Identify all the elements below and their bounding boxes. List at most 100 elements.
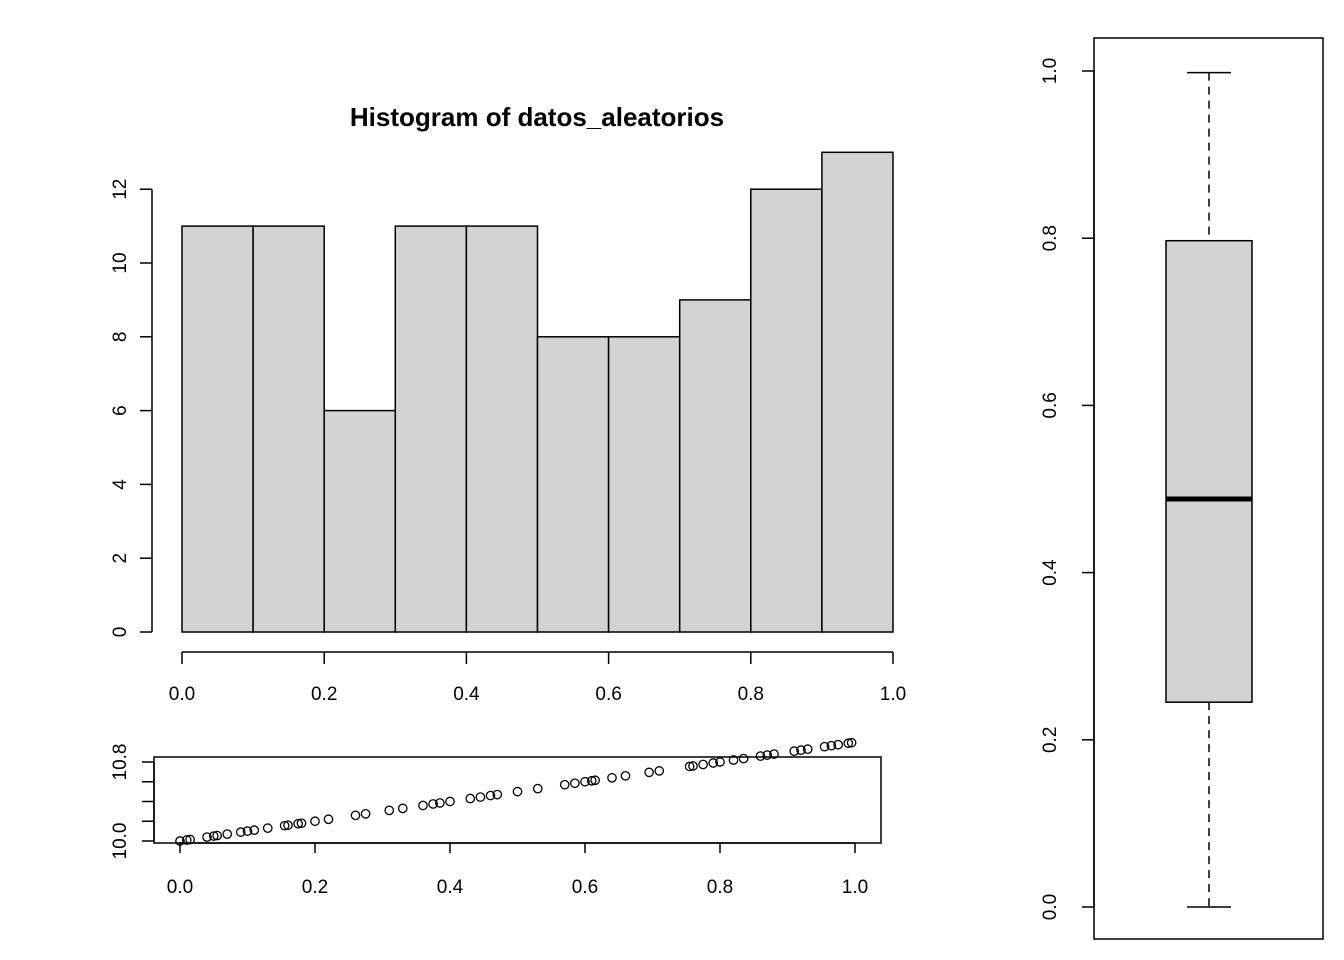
scatter-x-tick-label-2: 0.4 bbox=[437, 877, 464, 898]
scatter-point-57 bbox=[846, 737, 857, 748]
histogram-bars bbox=[181, 151, 894, 633]
scatter-point-5 bbox=[212, 830, 222, 841]
scatter-x-axis: 0.0 0.2 0.4 0.6 0.8 1.0 bbox=[167, 842, 868, 898]
scatter-point-24 bbox=[445, 796, 455, 807]
scatter-point-8 bbox=[242, 826, 253, 836]
histogram-y-tick-label-6: 12 bbox=[110, 179, 131, 200]
histogram-x-tick-label-2: 0.4 bbox=[453, 684, 480, 705]
histogram-bar-2 bbox=[323, 409, 397, 633]
boxplot-y-tick-label-3: 0.6 bbox=[1040, 392, 1061, 418]
scatter-point-20 bbox=[397, 803, 408, 814]
scatter-point-15 bbox=[310, 816, 320, 827]
boxplot-panel: 0.0 0.2 0.4 0.6 0.8 1.0 bbox=[1040, 37, 1324, 940]
scatter-point-34 bbox=[586, 775, 597, 786]
scatter-point-10 bbox=[262, 823, 273, 834]
histogram-bar-9 bbox=[821, 151, 894, 633]
histogram-x-tick-label-0: 0.0 bbox=[169, 684, 195, 705]
scatter-point-9 bbox=[249, 825, 260, 835]
histogram-x-axis: 0.0 0.2 0.4 0.6 0.8 1.0 bbox=[169, 651, 906, 705]
scatter-point-51 bbox=[796, 745, 806, 756]
histogram-x-tick-label-4: 0.8 bbox=[738, 684, 764, 705]
histogram-y-tick-label-5: 10 bbox=[110, 252, 131, 273]
scatter-point-16 bbox=[323, 814, 334, 825]
boxplot-y-tick-label-0: 0.0 bbox=[1040, 894, 1061, 920]
scatter-point-43 bbox=[708, 758, 719, 768]
scatter-x-tick-label-4: 0.8 bbox=[707, 877, 733, 898]
scatter-point-30 bbox=[532, 783, 543, 794]
scatter-point-40 bbox=[684, 761, 695, 772]
scatter-point-11 bbox=[279, 820, 290, 831]
scatter-point-25 bbox=[465, 793, 476, 804]
boxplot-y-tick-label-1: 0.2 bbox=[1040, 727, 1061, 753]
scatter-point-26 bbox=[475, 792, 486, 802]
histogram-y-tick-label-1: 2 bbox=[110, 553, 131, 564]
histogram-x-tick-label-1: 0.2 bbox=[311, 684, 337, 705]
scatter-point-39 bbox=[654, 766, 665, 776]
boxplot-y-tick-label-4: 0.8 bbox=[1040, 225, 1061, 251]
histogram-bar-8 bbox=[750, 188, 823, 633]
histogram-y-tick-label-0: 0 bbox=[110, 627, 131, 638]
scatter-point-23 bbox=[435, 798, 445, 808]
histogram-bar-4 bbox=[465, 225, 539, 633]
scatter-point-1 bbox=[181, 835, 192, 845]
boxplot-y-tick-label-5: 1.0 bbox=[1040, 58, 1061, 84]
scatter-point-44 bbox=[715, 757, 725, 767]
boxplot-y-tick-label-2: 0.4 bbox=[1040, 559, 1061, 586]
histogram-y-tick-label-3: 6 bbox=[110, 405, 131, 416]
scatter-point-27 bbox=[485, 790, 496, 801]
histogram-bar-1 bbox=[252, 225, 325, 633]
scatter-point-54 bbox=[826, 740, 837, 751]
scatter-point-41 bbox=[688, 761, 698, 771]
scatter-point-31 bbox=[559, 779, 570, 790]
scatter-plot-frame bbox=[153, 756, 882, 844]
histogram-bar-0 bbox=[181, 225, 254, 633]
scatter-point-28 bbox=[492, 789, 503, 800]
scatter-point-56 bbox=[843, 738, 854, 749]
scatter-point-50 bbox=[789, 746, 800, 756]
scatter-point-55 bbox=[833, 739, 843, 750]
histogram-title: Histogram of datos_aleatorios bbox=[350, 102, 724, 132]
scatter-point-35 bbox=[590, 775, 600, 786]
scatter-point-37 bbox=[620, 770, 631, 781]
scatter-y-axis: 10.0 10.8 bbox=[110, 744, 155, 860]
scatter-point-32 bbox=[570, 778, 580, 789]
scatter-point-29 bbox=[512, 786, 523, 797]
scatter-x-tick-label-5: 1.0 bbox=[842, 877, 868, 898]
histogram-y-tick-label-4: 8 bbox=[110, 332, 131, 343]
scatter-point-33 bbox=[580, 776, 590, 787]
scatter-point-48 bbox=[762, 750, 773, 760]
scatter-point-47 bbox=[755, 751, 766, 761]
scatter-points bbox=[175, 737, 857, 846]
scatter-panel: 0.0 0.2 0.4 0.6 0.8 1.0 10.0 10.8 bbox=[110, 737, 882, 898]
scatter-point-3 bbox=[202, 832, 212, 842]
scatter-point-14 bbox=[296, 818, 307, 829]
scatter-x-tick-label-3: 0.6 bbox=[572, 877, 598, 898]
scatter-point-17 bbox=[350, 810, 361, 821]
scatter-point-49 bbox=[769, 749, 779, 759]
scatter-point-45 bbox=[728, 755, 739, 765]
scatter-point-53 bbox=[819, 741, 830, 752]
scatter-point-4 bbox=[208, 831, 219, 841]
histogram-y-tick-label-2: 4 bbox=[110, 479, 131, 490]
boxplot-box bbox=[1165, 239, 1253, 703]
scatter-point-13 bbox=[293, 818, 303, 829]
boxplot-y-axis: 0.0 0.2 0.4 0.6 0.8 1.0 bbox=[1040, 58, 1095, 920]
scatter-y-tick-label-1: 10.8 bbox=[110, 744, 131, 781]
scatter-x-tick-label-1: 0.2 bbox=[302, 877, 328, 898]
scatter-point-42 bbox=[698, 759, 708, 770]
histogram-x-tick-label-3: 0.6 bbox=[595, 684, 621, 705]
scatter-point-22 bbox=[428, 799, 438, 809]
scatter-point-18 bbox=[360, 808, 371, 819]
histogram-bar-5 bbox=[536, 336, 610, 633]
scatter-point-7 bbox=[235, 827, 246, 837]
scatter-point-6 bbox=[222, 829, 233, 839]
scatter-x-tick-label-0: 0.0 bbox=[167, 877, 193, 898]
histogram-y-axis: 0 2 4 6 8 10 12 bbox=[110, 179, 153, 638]
scatter-point-36 bbox=[607, 772, 617, 783]
boxplot-body bbox=[1165, 71, 1253, 908]
scatter-y-tick-label-0: 10.0 bbox=[110, 823, 131, 860]
histogram-x-tick-label-5: 1.0 bbox=[880, 684, 906, 705]
histogram-panel: Histogram of datos_aleatorios 0.0 0.2 0.4 0… bbox=[110, 102, 906, 705]
histogram-bar-3 bbox=[394, 225, 468, 633]
